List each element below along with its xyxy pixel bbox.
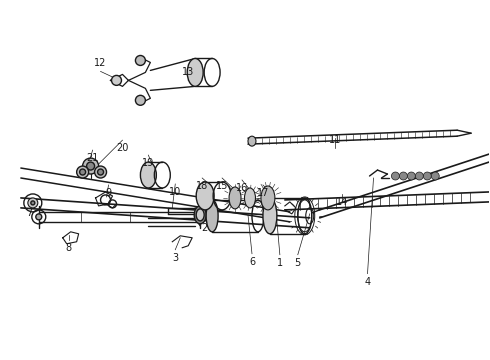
Circle shape — [399, 172, 407, 180]
Ellipse shape — [261, 186, 275, 210]
Text: 8: 8 — [66, 243, 72, 253]
Text: 15: 15 — [216, 181, 228, 191]
Ellipse shape — [245, 188, 255, 208]
Text: 18: 18 — [196, 181, 208, 191]
Ellipse shape — [36, 214, 42, 220]
Circle shape — [112, 75, 122, 85]
Circle shape — [83, 158, 98, 174]
Text: 19: 19 — [142, 158, 154, 168]
Ellipse shape — [187, 58, 203, 86]
Text: 2: 2 — [201, 223, 207, 233]
Circle shape — [416, 172, 423, 180]
Text: 11: 11 — [328, 135, 341, 145]
Text: 9: 9 — [105, 188, 112, 198]
Text: 5: 5 — [294, 258, 301, 268]
Text: 21: 21 — [86, 153, 99, 163]
Circle shape — [392, 172, 399, 180]
Circle shape — [87, 162, 95, 170]
Circle shape — [135, 95, 146, 105]
Ellipse shape — [28, 198, 38, 208]
Circle shape — [95, 166, 106, 178]
Text: 20: 20 — [116, 143, 129, 153]
Text: 1: 1 — [277, 258, 283, 268]
Ellipse shape — [196, 182, 214, 210]
Circle shape — [407, 172, 416, 180]
Text: 16: 16 — [236, 183, 248, 193]
Text: 7: 7 — [25, 208, 32, 218]
Text: 3: 3 — [172, 253, 178, 263]
Text: 6: 6 — [249, 257, 255, 267]
Text: 13: 13 — [182, 67, 195, 77]
Text: 14: 14 — [336, 197, 348, 207]
Circle shape — [98, 169, 103, 175]
Ellipse shape — [229, 187, 241, 209]
Circle shape — [431, 172, 439, 180]
Ellipse shape — [263, 198, 277, 234]
Ellipse shape — [206, 200, 218, 232]
Ellipse shape — [194, 206, 206, 224]
Text: 10: 10 — [169, 187, 181, 197]
Ellipse shape — [196, 209, 204, 221]
Circle shape — [80, 169, 86, 175]
Circle shape — [135, 55, 146, 66]
Circle shape — [423, 172, 431, 180]
Ellipse shape — [141, 162, 156, 188]
Text: 12: 12 — [95, 58, 107, 68]
Text: 17: 17 — [257, 188, 269, 198]
Ellipse shape — [248, 136, 256, 146]
Circle shape — [76, 166, 89, 178]
Ellipse shape — [31, 201, 35, 205]
Text: 4: 4 — [365, 276, 370, 287]
